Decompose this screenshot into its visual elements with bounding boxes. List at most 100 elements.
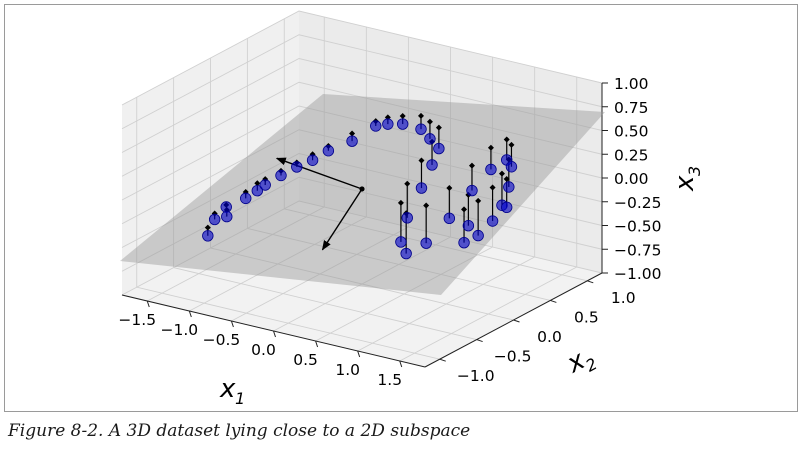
- point-layer: [202, 118, 518, 260]
- projected-point: [397, 199, 404, 206]
- x2-tick-mark: [587, 280, 594, 284]
- x2-tick-mark: [550, 299, 557, 303]
- data-point: [220, 201, 232, 213]
- x1-tick-label: −1.0: [161, 321, 199, 339]
- x3-axis-label-symbol: x: [670, 175, 700, 192]
- projected-point: [418, 112, 424, 119]
- x1-axis-label-symbol: x: [219, 374, 236, 404]
- data-point: [291, 161, 303, 173]
- x2-tick-mark: [513, 319, 520, 323]
- data-point: [472, 229, 484, 242]
- x2-axis-label: x2: [561, 345, 600, 379]
- data-point: [202, 230, 214, 242]
- projected-point: [254, 180, 261, 187]
- projected-point: [498, 170, 505, 177]
- x2-tick-label: −1.0: [457, 367, 495, 385]
- grid-line-x3: [121, 200, 603, 296]
- data-point: [415, 123, 427, 135]
- x3-tick-label: −0.75: [614, 241, 662, 259]
- grid-line-x3: [121, 10, 603, 106]
- projected-point: [418, 157, 425, 164]
- x1-tick-label: −0.5: [203, 331, 241, 349]
- x3-tick-label: 1.00: [614, 75, 649, 93]
- figure-frame: −1.5 −1.0 −0.5 0.0 0.5 1.0 1.5 −1.0 −0.5 0.0 0.5 1.…: [4, 4, 798, 412]
- data-point: [443, 212, 456, 225]
- projected-point: [204, 224, 211, 231]
- x3-axis-label: x3: [670, 166, 704, 192]
- projected-point: [426, 118, 433, 125]
- data-point: [346, 135, 358, 147]
- x1-tick-label: −1.5: [118, 311, 156, 329]
- projected-point: [508, 141, 515, 148]
- data-point: [208, 213, 221, 226]
- x1-tick-mark: [273, 330, 276, 338]
- projected-point: [487, 144, 494, 151]
- projected-point: [423, 202, 430, 209]
- data-point: [400, 247, 412, 260]
- 3d-scatter-plot: −1.5−1.0−0.50.00.51.01.5 −1.0−0.50.00.51.…: [118, 10, 704, 408]
- data-point: [275, 169, 287, 182]
- arrow-layer: [275, 157, 365, 251]
- principal-component-2-arrow: [321, 188, 363, 251]
- data-point: [401, 212, 413, 224]
- x2-tick-label: 0.5: [574, 308, 599, 326]
- data-point: [486, 215, 499, 227]
- x3-tick-label: 0.75: [614, 99, 649, 117]
- grid-lines: [121, 10, 603, 362]
- grid-line-x3: [121, 34, 603, 130]
- figure-caption: Figure 8-2. A 3D dataset lying close to …: [8, 421, 471, 441]
- data-point: [415, 182, 428, 194]
- data-point: [466, 184, 478, 197]
- x1-tick-mark: [357, 350, 361, 358]
- x1-tick-mark: [399, 360, 403, 368]
- grid-line-x3: [121, 129, 603, 225]
- principal-component-1-arrow: [275, 157, 363, 190]
- grid-line-x3: [121, 81, 603, 177]
- projected-point: [435, 124, 442, 131]
- x2-tick-label: 0.0: [537, 328, 562, 346]
- data-point: [221, 210, 233, 223]
- x3-tick-label: 0.25: [614, 146, 649, 164]
- x1-tick-mark: [146, 300, 150, 308]
- x1-tick-label: 0.5: [293, 351, 318, 369]
- data-point: [259, 179, 271, 191]
- x1-tick-label: 1.5: [377, 371, 402, 389]
- x3-axis-label-subscript: 3: [685, 166, 704, 176]
- data-point: [462, 219, 475, 232]
- data-point: [396, 118, 409, 130]
- plane-layer: [120, 94, 605, 295]
- grid-line-x3: [121, 58, 603, 153]
- projected-point: [446, 185, 453, 192]
- x2-tick-mark: [476, 339, 483, 343]
- data-point: [251, 185, 264, 197]
- grid-line-x3: [121, 105, 603, 201]
- data-point: [505, 161, 518, 173]
- data-point: [395, 236, 407, 248]
- grid-line-x3: [121, 176, 603, 272]
- projected-point: [404, 180, 411, 187]
- x1-axis-label-subscript: 1: [235, 389, 245, 408]
- data-point: [433, 142, 445, 155]
- data-point: [458, 236, 470, 249]
- data-point: [500, 201, 513, 214]
- data-point: [370, 120, 382, 132]
- data-point: [382, 118, 394, 130]
- x3-tick-label: 0.00: [614, 170, 649, 188]
- x3-tick-label: 0.50: [614, 123, 649, 141]
- data-point: [485, 163, 497, 176]
- x1-tick-label: 0.0: [251, 341, 276, 359]
- projected-point: [489, 184, 496, 191]
- x3-tick-label: −0.50: [614, 218, 662, 236]
- x1-tick-label: 1.0: [335, 361, 360, 379]
- projected-point: [461, 206, 468, 213]
- x2-tick-label: 1.0: [611, 289, 636, 307]
- data-point: [306, 154, 319, 166]
- x2-tick-mark: [439, 358, 446, 362]
- x1-tick-mark: [188, 310, 192, 318]
- projected-point: [349, 130, 356, 137]
- tick-label-layer: −1.5−1.0−0.50.00.51.01.5 −1.0−0.50.00.51.…: [118, 75, 661, 389]
- data-point: [240, 192, 252, 205]
- data-point: [426, 159, 438, 171]
- x3-tick-label: −0.25: [614, 194, 662, 212]
